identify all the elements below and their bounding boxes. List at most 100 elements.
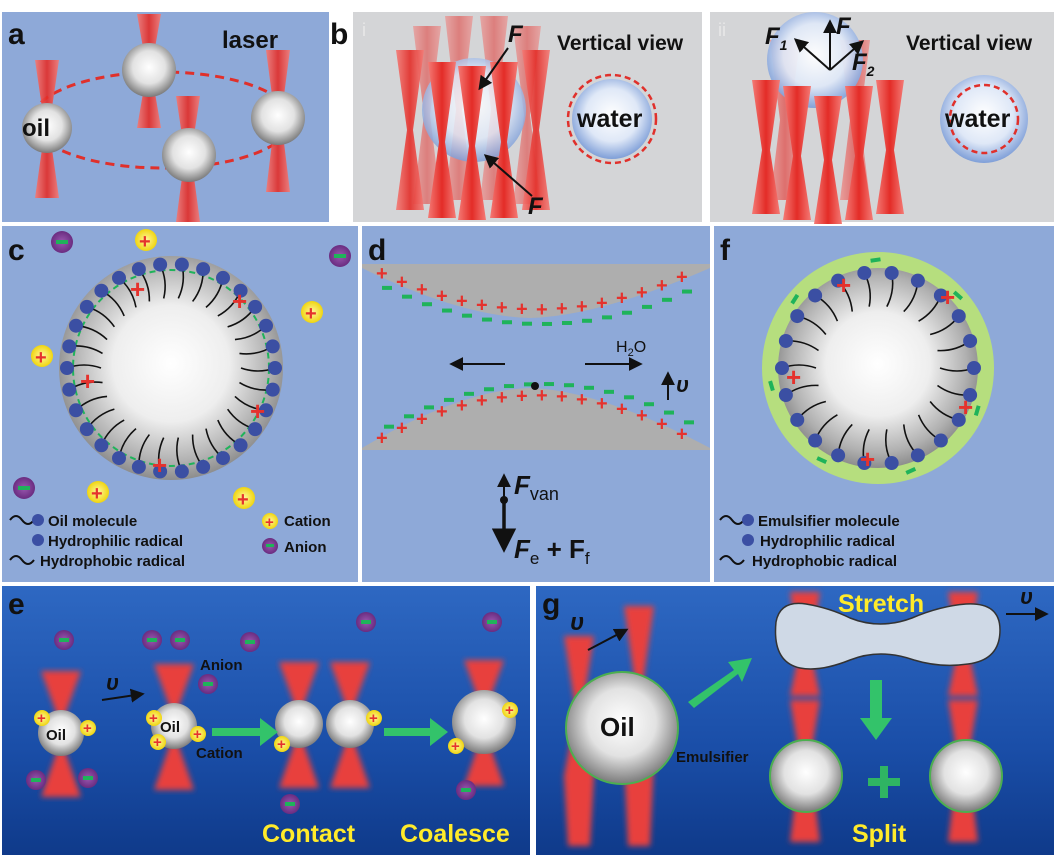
hydrophilic-head — [94, 283, 109, 298]
cation-mark: + — [576, 389, 588, 411]
cation-mark: + — [596, 292, 608, 314]
cation-mark: + — [596, 393, 608, 415]
water-top-view — [940, 75, 1028, 163]
panel-b-ii-label: ii — [718, 20, 726, 40]
cation-mark: + — [153, 734, 162, 751]
hydrophilic-head — [775, 361, 789, 375]
laser-ring-ii-front — [752, 80, 904, 224]
cation-mark: + — [250, 396, 265, 426]
cation-mark: + — [476, 390, 488, 412]
hydrophilic-head — [778, 388, 793, 403]
vertical-view-label: Vertical view — [557, 32, 684, 55]
cation-ion — [146, 710, 162, 726]
panel-e-letter: e — [8, 588, 25, 621]
cation-ion — [150, 734, 166, 750]
panel-c-legend: Oil molecule Hydrophilic radical Hydroph… — [9, 513, 331, 570]
cation-mark: + — [232, 286, 247, 316]
hydrophilic-head — [857, 265, 872, 280]
anion-mark — [502, 320, 512, 325]
hydrophilic-head — [233, 283, 248, 298]
panel-b-i-label: i — [362, 20, 366, 40]
cation-mark: + — [616, 398, 628, 420]
cation-mark: + — [958, 392, 973, 422]
interface-charges: + + + + + + + + + + + + + + + + + + + + + + + + + + + + + + + + — [376, 263, 694, 450]
hydrophilic-head — [265, 339, 280, 354]
anion-mark — [768, 380, 775, 392]
panel-e: e Oil Oil υ Anion Cation + + + + + + + + + Conta… — [8, 588, 518, 848]
ion-set: + + + + + + + + + — [26, 612, 518, 814]
hydrophilic-head — [131, 262, 146, 277]
hydrophilic-head — [60, 361, 74, 375]
panel-b-letter: b — [330, 18, 348, 51]
hydrophilic-head — [79, 299, 94, 314]
cation-mark: + — [536, 385, 548, 407]
hydrophilic-head — [808, 433, 823, 448]
anion-mark — [175, 638, 185, 642]
stretch-label: Stretch — [838, 590, 924, 618]
anion-mark — [484, 387, 494, 392]
water-label: water — [944, 105, 1011, 133]
panel-a: a laser oil — [8, 14, 305, 222]
anion-mark — [604, 389, 614, 394]
force-label: F — [528, 193, 544, 220]
anion-mark — [147, 638, 157, 642]
oil-droplet — [38, 710, 84, 756]
cation-mark: + — [786, 362, 801, 392]
oil-droplet — [122, 43, 176, 97]
hydrophilic-head — [233, 438, 248, 453]
hydrophilic-head — [196, 262, 211, 277]
legend-hydrophilic: Hydrophilic radical — [48, 533, 183, 550]
cation-mark: + — [496, 297, 508, 319]
anion-mark — [245, 640, 255, 644]
panel-f-letter: f — [720, 234, 731, 267]
force-arrow-f1 — [793, 38, 831, 71]
hydrophilic-head — [790, 309, 805, 324]
anion-ion — [329, 245, 351, 267]
force-f-label: F — [836, 13, 852, 40]
velocity-label: υ — [106, 670, 119, 695]
laser-cone — [279, 742, 319, 788]
velocity-arrow — [101, 688, 145, 703]
cation-mark: + — [83, 720, 92, 737]
hydrophilic-head — [216, 451, 230, 466]
oil-droplet — [162, 128, 216, 182]
anion-mark — [524, 382, 534, 387]
anion-mark — [384, 424, 394, 429]
anion-mark — [361, 620, 371, 624]
hydrophilic-head — [963, 388, 978, 403]
anion-mark — [461, 788, 471, 792]
anion-mark — [624, 395, 634, 400]
anion-mark — [285, 802, 295, 806]
trap-ring-top-view — [948, 83, 1020, 155]
anion-mark — [83, 776, 93, 780]
anion-mark — [642, 304, 652, 309]
anion-mark — [564, 383, 574, 388]
hydrophilic-head — [951, 309, 966, 324]
anion-mark — [402, 294, 412, 299]
laser-cone — [154, 664, 194, 708]
cation-mark: + — [516, 299, 528, 321]
hydrophilic-head — [857, 456, 872, 471]
legend-hydrophobic: Hydrophobic radical — [40, 553, 185, 570]
cation-mark: + — [376, 428, 388, 450]
cation-mark: + — [496, 387, 508, 409]
legend-hydrophilic: Hydrophilic radical — [760, 533, 895, 550]
lower-droplet-surface — [362, 388, 710, 450]
anion-mark — [422, 302, 432, 307]
vertical-view-label: Vertical view — [906, 32, 1033, 55]
anion-mark — [582, 318, 592, 323]
cation-mark: + — [576, 296, 588, 318]
panel-f: f + + + + + Emulsifier molecule Hydrophi… — [719, 234, 994, 570]
anion-mark — [482, 317, 492, 322]
oil-label: Oil — [160, 719, 180, 736]
cation-mark: + — [37, 710, 46, 727]
svg-text:+: + — [265, 514, 274, 531]
hydrophilic-head — [248, 299, 263, 314]
hydrophilic-head — [910, 448, 925, 463]
oil-droplet — [452, 690, 516, 754]
cation-mark: + — [656, 275, 668, 297]
anion-mark — [504, 384, 514, 389]
panel-d: d + + + + + + + + + + + + + + + + + + + + + + + + + + + + + + + + H2O υ… — [362, 234, 710, 568]
cation-mark: + — [80, 366, 95, 396]
cation-ion — [34, 710, 50, 726]
